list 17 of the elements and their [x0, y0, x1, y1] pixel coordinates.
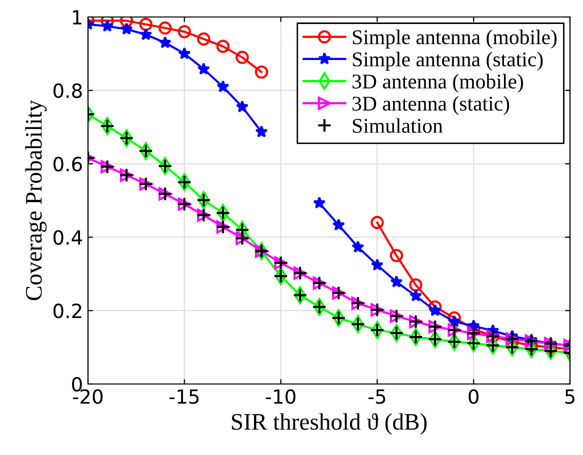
- y-tick-label: 0.4: [54, 230, 82, 245]
- y-tick-label: 1: [72, 10, 82, 24]
- x-tick-label: 5: [565, 389, 574, 404]
- x-tick-label: 0: [468, 389, 478, 404]
- y-tick-label: 0.6: [54, 156, 82, 172]
- x-axis-title: SIR threshold ϑ (dB): [232, 413, 427, 435]
- legend-label: Simple antenna (mobile): [352, 30, 557, 49]
- legend-label: Simulation: [352, 118, 443, 133]
- legend-label: 3D antenna (static): [352, 96, 510, 115]
- x-tick-label: -10: [266, 389, 296, 404]
- x-tick-label: -5: [368, 389, 386, 404]
- legend-label: 3D antenna (mobile): [352, 74, 524, 93]
- y-tick-label: 0.8: [54, 83, 82, 98]
- y-axis-title: Coverage Probability: [25, 100, 47, 300]
- legend-label: Simple antenna (static): [352, 52, 543, 71]
- y-tick-label: 0.2: [54, 304, 82, 318]
- x-tick-label: -15: [169, 389, 199, 404]
